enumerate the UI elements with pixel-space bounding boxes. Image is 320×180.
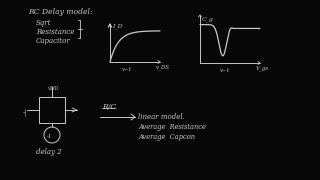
Text: RC Delay model:: RC Delay model:: [28, 8, 92, 16]
Text: v_DS: v_DS: [156, 64, 170, 70]
Bar: [39, 97, 65, 123]
Text: Sqrt: Sqrt: [36, 19, 52, 27]
Text: R/C: R/C: [102, 103, 116, 111]
Text: Average  Capcon: Average Capcon: [138, 133, 195, 141]
Text: Average  Resistance: Average Resistance: [138, 123, 206, 131]
Text: v~t: v~t: [122, 67, 132, 72]
Text: Capacitor: Capacitor: [36, 37, 71, 45]
Text: v~t: v~t: [220, 68, 230, 73]
Text: V_gs: V_gs: [256, 65, 269, 71]
Text: I_D: I_D: [112, 23, 123, 29]
Text: vDD: vDD: [47, 86, 58, 91]
Text: C_g: C_g: [202, 16, 214, 22]
Text: Resistance: Resistance: [36, 28, 74, 36]
Text: linear model.: linear model.: [138, 113, 185, 121]
Text: delay 2: delay 2: [36, 148, 62, 156]
Text: -|: -|: [23, 109, 28, 117]
Text: -1: -1: [46, 134, 52, 138]
